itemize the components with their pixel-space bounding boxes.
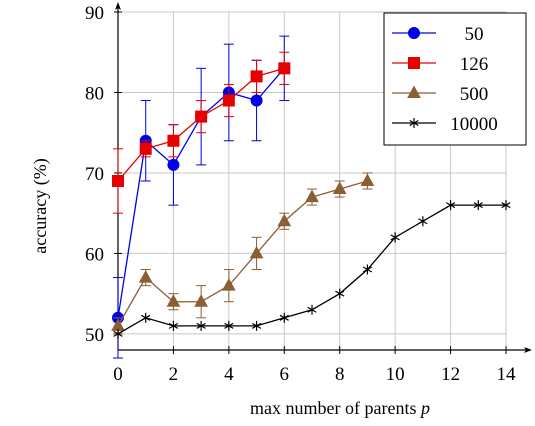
- data-point-10000-12: [445, 200, 456, 211]
- legend-label: 10000: [450, 114, 498, 135]
- x-axis-label: max number of parents p: [250, 398, 430, 418]
- data-point-50-2: [167, 158, 180, 171]
- data-point-10000-13: [473, 200, 483, 211]
- x-tick-label: 0: [113, 364, 123, 385]
- star-stroke: [335, 290, 345, 297]
- data-point-10000-2: [168, 320, 179, 331]
- y-tick-label: 70: [85, 164, 104, 185]
- y-tick-label: 50: [85, 325, 104, 346]
- y-axis-label: accuracy (%): [30, 158, 51, 253]
- x-tick-label: 8: [335, 364, 345, 385]
- y-tick-label: 90: [85, 3, 104, 24]
- tick-labels: 0 2 4 6 8 10 12 14 50 60 70 80 90: [85, 3, 516, 385]
- data-point-500-2: [166, 294, 181, 307]
- data-point-500-8: [332, 181, 347, 195]
- data-point-126-0: [112, 175, 124, 187]
- data-point-10000-10: [390, 232, 400, 243]
- data-point-126-6: [278, 62, 291, 75]
- data-point-500-1: [138, 270, 153, 283]
- data-point-10000-0: [113, 328, 123, 339]
- star-stroke: [113, 330, 123, 337]
- star-stroke: [473, 202, 483, 209]
- x-tick-label: 12: [441, 364, 460, 385]
- data-point-10000-1: [141, 312, 151, 323]
- x-tick-label: 14: [497, 364, 517, 385]
- star-stroke: [307, 306, 317, 313]
- data-point-126-4: [222, 94, 235, 107]
- legend-entry-50: 50: [392, 24, 484, 45]
- data-point-500-6: [277, 213, 292, 227]
- data-point-10000-4: [224, 320, 234, 331]
- series-group: [111, 35, 511, 359]
- data-point-10000-3: [196, 320, 206, 331]
- star-stroke: [196, 322, 206, 329]
- legend-entry-500: 500: [392, 84, 488, 105]
- star-stroke: [362, 266, 373, 273]
- series-line-500: [117, 180, 368, 327]
- data-point-126-3: [195, 110, 208, 123]
- star-stroke: [445, 202, 456, 209]
- star-stroke: [168, 322, 179, 329]
- data-point-10000-7: [307, 304, 317, 315]
- legend-label: 500: [460, 84, 489, 105]
- series-500: [111, 172, 375, 335]
- legend-marker: [409, 118, 419, 128]
- data-point-126-2: [167, 134, 180, 147]
- data-point-10000-11: [418, 216, 428, 227]
- legend-label: 126: [460, 54, 489, 75]
- star-stroke: [390, 234, 400, 241]
- star-stroke: [251, 322, 262, 329]
- data-point-10000-9: [362, 264, 373, 275]
- x-tick-label: 2: [169, 364, 179, 385]
- data-point-10000-6: [279, 312, 289, 323]
- data-point-126-5: [250, 70, 263, 83]
- star-stroke: [418, 218, 428, 225]
- data-point-10000-14: [501, 200, 511, 211]
- x-tick-label: 10: [386, 364, 405, 385]
- data-point-10000-8: [335, 288, 345, 299]
- star-stroke: [409, 119, 419, 127]
- data-point-500-4: [222, 278, 236, 291]
- x-axis-arrow: [524, 347, 532, 353]
- y-tick-label: 60: [85, 244, 104, 265]
- series-126: [112, 51, 291, 214]
- star-stroke: [141, 314, 151, 321]
- legend-entry-126: 126: [392, 54, 488, 75]
- legend-marker: [408, 27, 420, 39]
- legend-marker: [407, 85, 421, 98]
- data-point-126-1: [139, 142, 152, 155]
- star-stroke: [224, 322, 234, 329]
- legend-label: 50: [465, 24, 484, 45]
- data-point-500-9: [360, 173, 375, 186]
- star-stroke: [279, 314, 289, 321]
- star-stroke: [501, 202, 511, 209]
- data-point-500-3: [194, 294, 208, 307]
- legend-marker: [408, 57, 420, 69]
- series-10000: [113, 200, 511, 339]
- data-point-500-7: [305, 189, 319, 203]
- data-point-500-5: [249, 245, 264, 259]
- legend: 50 126 500 10000: [383, 12, 527, 146]
- data-point-50-5: [250, 94, 263, 107]
- y-axis-arrow: [115, 2, 121, 10]
- x-tick-label: 4: [224, 364, 234, 385]
- x-tick-label: 6: [280, 364, 290, 385]
- legend-entry-10000: 10000: [392, 114, 498, 135]
- data-point-10000-5: [251, 320, 262, 331]
- y-tick-label: 80: [85, 83, 104, 104]
